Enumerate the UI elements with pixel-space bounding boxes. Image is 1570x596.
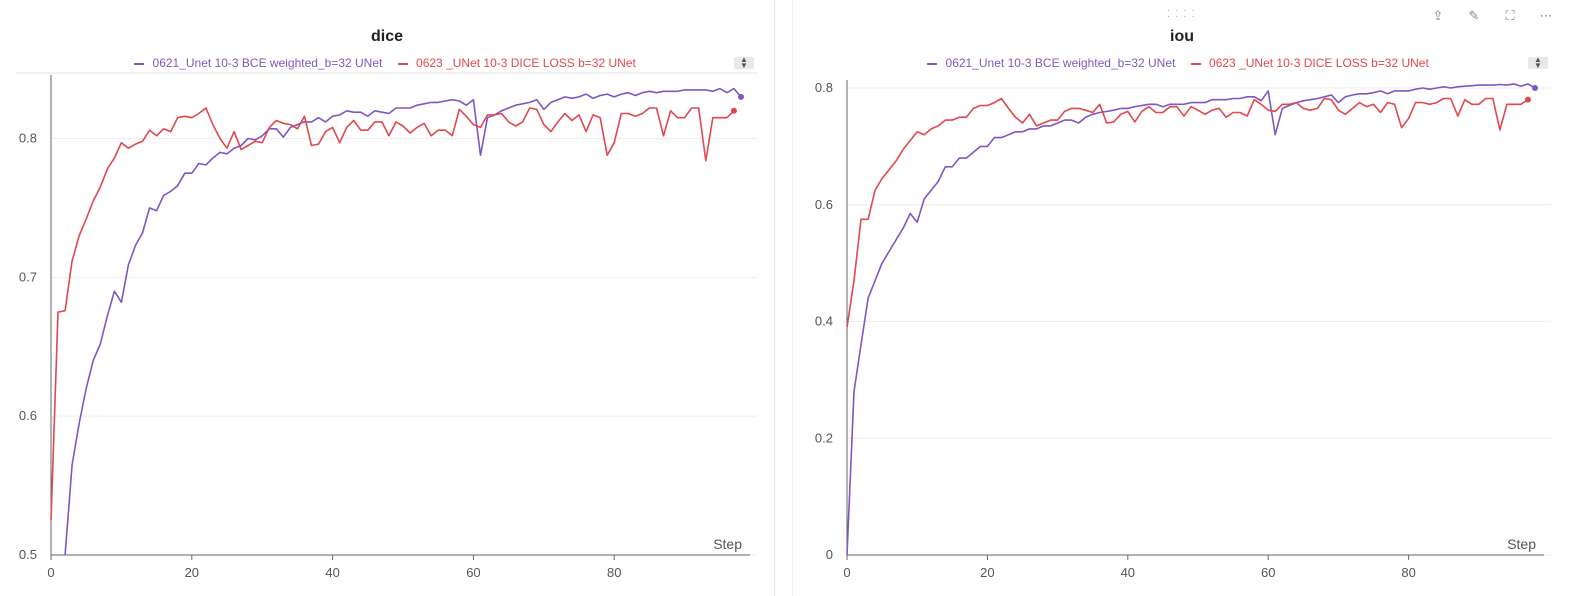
legend-scroll-icon[interactable]: ▲ ▼	[734, 56, 754, 70]
chart-legend: 0621_Unet 10-3 BCE weighted_b=32 UNet 06…	[0, 56, 772, 70]
x-tick-label: 20	[185, 565, 199, 580]
legend-item[interactable]: 0623 _UNet 10-3 DICE LOSS b=32 UNet	[397, 56, 636, 70]
series-line	[846, 83, 1536, 556]
y-tick-label: 0.6	[815, 197, 833, 212]
series-end-marker	[737, 93, 744, 100]
series-end-marker	[730, 107, 737, 114]
chart-plot-dice: 0.5 0.6 0.7 0.8 0 20 40 60 80 Step	[16, 72, 757, 580]
x-tick-label: 40	[1121, 565, 1135, 580]
series-end-marker	[1524, 96, 1531, 103]
y-tick-label: 0.8	[815, 80, 833, 95]
series-line	[64, 87, 742, 556]
x-tick-label: 80	[1401, 565, 1415, 580]
x-tick-label: 80	[607, 565, 621, 580]
chart-plot-iou: 0 0.2 0.4 0.6 0.8 0 20 40 60 80 Step	[815, 80, 1551, 580]
series-end-marker	[1531, 85, 1538, 91]
chart-panel-iou: · · · · · · · · ⇪ ✎ ⛶ ⋯ iou 0621_Unet 10-…	[794, 0, 1570, 596]
series-line	[50, 107, 735, 521]
chart-title: iou	[1170, 28, 1194, 45]
legend-label: 0623 _UNet 10-3 DICE LOSS b=32 UNet	[416, 56, 636, 70]
x-axis-label: Step	[713, 536, 742, 552]
y-tick-label: 0.2	[815, 430, 833, 445]
fullscreen-icon[interactable]: ⛶	[1505, 8, 1515, 23]
x-tick-label: 60	[1261, 565, 1275, 580]
legend-label: 0621_Unet 10-3 BCE weighted_b=32 UNet	[945, 56, 1176, 70]
x-tick-label: 60	[466, 565, 480, 580]
chart-title: dice	[370, 28, 403, 45]
y-tick-label: 0.6	[19, 408, 37, 423]
panel-divider	[774, 0, 775, 596]
more-icon[interactable]: ⋯	[1539, 8, 1553, 23]
legend-swatch	[134, 62, 145, 65]
x-tick-label: 0	[843, 565, 850, 580]
legend-item[interactable]: 0621_Unet 10-3 BCE weighted_b=32 UNet	[134, 56, 382, 70]
x-tick-label: 0	[47, 565, 54, 580]
legend-item[interactable]: 0623 _UNet 10-3 DICE LOSS b=32 UNet	[1190, 56, 1429, 70]
series-line	[846, 97, 1529, 328]
y-tick-label: 0.8	[19, 131, 37, 146]
legend-swatch	[1190, 62, 1201, 65]
x-tick-label: 20	[980, 565, 994, 580]
legend-label: 0623 _UNet 10-3 DICE LOSS b=32 UNet	[1209, 56, 1429, 70]
pencil-icon[interactable]: ✎	[1468, 8, 1480, 23]
y-tick-label: 0.7	[19, 269, 37, 284]
legend-scroll-icon[interactable]: ▲ ▼	[1528, 56, 1548, 70]
x-axis-label: Step	[1507, 536, 1536, 552]
drag-handle-icon[interactable]: · · · · · · · ·	[1167, 5, 1196, 22]
legend-label: 0621_Unet 10-3 BCE weighted_b=32 UNet	[152, 56, 383, 70]
chart-panel-dice: dice 0621_Unet 10-3 BCE weighted_b=32 UN…	[0, 0, 774, 596]
y-tick-label: 0.4	[815, 314, 833, 329]
share-icon[interactable]: ⇪	[1432, 8, 1444, 23]
y-tick-label: 0.5	[19, 547, 37, 562]
x-tick-label: 40	[325, 565, 339, 580]
panel-divider	[792, 0, 793, 596]
y-tick-label: 0	[826, 547, 833, 562]
legend-swatch	[927, 62, 938, 65]
legend-swatch	[397, 62, 408, 65]
chart-legend: 0621_Unet 10-3 BCE weighted_b=32 UNet 06…	[790, 56, 1566, 70]
legend-item[interactable]: 0621_Unet 10-3 BCE weighted_b=32 UNet	[927, 56, 1175, 70]
